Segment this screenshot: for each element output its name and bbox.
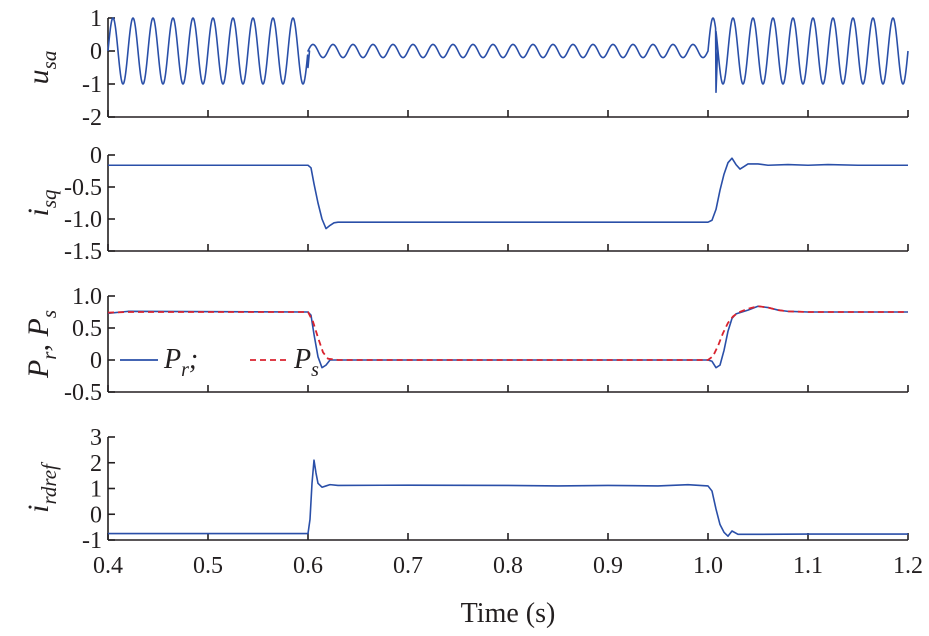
x-tick-label: 0.9 [593,553,623,579]
y-tick-label: 3 [90,425,102,451]
y-tick-label: 0 [90,348,102,374]
series-line-pr [107,305,908,369]
legend-entry: Ps [293,344,319,381]
y-tick-label: 2 [90,451,102,477]
series-line-1 [108,459,908,537]
x-tick-label: 1.1 [793,553,823,579]
y-tick-label: -2 [82,105,102,131]
x-tick-label: 1.0 [693,553,723,579]
y-axis-label: isq [22,189,61,217]
y-tick-label: -1 [82,528,102,554]
y-tick-label: 1 [90,477,102,503]
x-tick-label: 0.4 [93,553,123,579]
y-tick-label: -1.0 [64,207,102,233]
y-tick-label: -1 [82,72,102,98]
x-tick-label: 0.7 [393,553,423,579]
y-axis-label: usa [22,51,61,85]
y-tick-label: 1 [90,6,102,32]
legend: Pr; Ps [120,344,319,381]
series-line-ps [107,305,908,361]
x-axis-label: Time (s) [461,598,556,629]
panel-3: 1.0 0.5 0 -0.5Pr, Ps Pr; Ps [22,284,909,406]
y-tick-label: 0.5 [72,316,102,342]
x-tick-label: 0.5 [193,553,223,579]
y-axis-label: irdref [22,461,61,513]
panel-1: 1 0 -1 -2 usa [22,6,909,131]
y-axis-label: Pr, Ps [22,310,61,379]
y-tick-label: 0 [90,502,102,528]
x-tick-label: 1.2 [893,553,923,579]
y-tick-label: 1.0 [72,284,102,310]
series-line-1 [107,17,909,94]
y-tick-label: -0.5 [64,380,102,406]
legend-entry: Pr; [163,344,198,381]
x-tick-label: 0.6 [293,553,323,579]
y-tick-label: -0.5 [64,175,102,201]
y-tick-label: 0 [90,143,102,169]
y-tick-label: -1.5 [64,239,102,265]
y-tick-label: 0 [90,39,102,65]
series-line-1 [108,157,908,230]
x-tick-label: 0.8 [493,553,523,579]
